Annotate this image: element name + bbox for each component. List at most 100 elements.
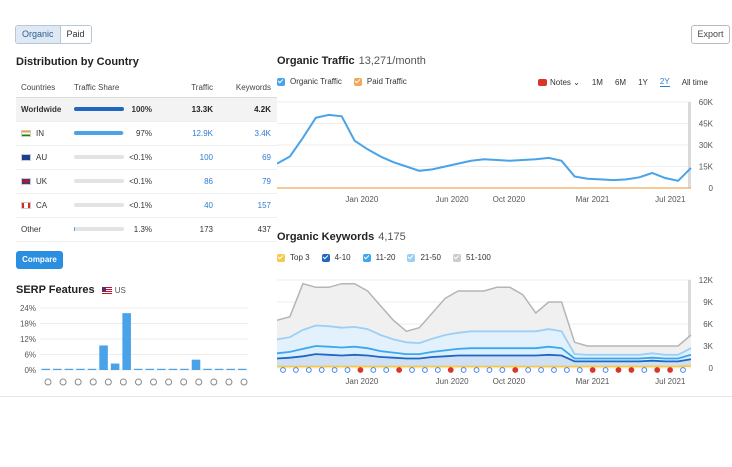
india-flag-icon bbox=[21, 129, 31, 137]
serp-bar bbox=[41, 368, 51, 370]
country-name: AU bbox=[36, 152, 48, 162]
traffic-value: 173 bbox=[161, 217, 219, 242]
y-tick-label: 15K bbox=[699, 163, 714, 172]
serp-region: US bbox=[114, 286, 126, 295]
legend-organic-traffic[interactable]: Organic Traffic bbox=[277, 77, 342, 86]
period-1y[interactable]: 1Y bbox=[638, 77, 648, 87]
x-tick-label: Jun 2020 bbox=[436, 195, 469, 204]
period-selector: Notes ⌄ 1M 6M 1Y 2Y All time bbox=[538, 77, 708, 87]
country-row: CA <0.1% 40 157 bbox=[16, 193, 277, 218]
google-update-icon bbox=[680, 367, 686, 373]
google-update-icon bbox=[538, 367, 544, 373]
export-button[interactable]: Export bbox=[691, 25, 730, 44]
keywords-value[interactable]: 3.4K bbox=[219, 121, 277, 146]
traffic-value[interactable]: 100 bbox=[161, 145, 219, 170]
checkbox-icon bbox=[277, 253, 285, 262]
country-name: CA bbox=[36, 200, 48, 210]
share-percent: 97% bbox=[135, 128, 152, 138]
period-1m[interactable]: 1M bbox=[591, 77, 603, 87]
legend-keywords-2[interactable]: 11-20 bbox=[362, 253, 395, 262]
y-tick-label: 12K bbox=[699, 276, 714, 285]
share-bar bbox=[74, 227, 124, 232]
share-percent: <0.1% bbox=[129, 176, 152, 186]
col-countries: Countries bbox=[16, 78, 74, 98]
us-flag-icon bbox=[101, 287, 112, 295]
share-bar bbox=[74, 203, 124, 208]
country-name: UK bbox=[36, 176, 48, 186]
google-update-icon bbox=[280, 367, 286, 373]
col-keywords: Keywords bbox=[219, 78, 277, 98]
y-tick-label: 60K bbox=[699, 98, 714, 107]
y-tick-label: 0% bbox=[24, 366, 36, 375]
y-tick-label: 0 bbox=[709, 184, 714, 193]
serp-bar bbox=[133, 368, 143, 370]
country-row: Other 1.3% 173 437 bbox=[16, 217, 277, 242]
google-update-icon bbox=[344, 367, 351, 373]
checkbox-icon bbox=[353, 77, 362, 86]
series-line-3 bbox=[277, 324, 692, 356]
organic-keywords-value: 4,175 bbox=[378, 231, 406, 243]
note-marker-icon bbox=[654, 367, 661, 373]
period-6m[interactable]: 6M bbox=[614, 77, 627, 87]
traffic-value[interactable]: 86 bbox=[161, 169, 219, 194]
google-update-icon bbox=[370, 367, 377, 373]
uk-flag-icon bbox=[21, 177, 31, 185]
note-marker-icon bbox=[512, 367, 519, 373]
notes-icon bbox=[538, 78, 547, 86]
keywords-value[interactable]: 69 bbox=[219, 145, 277, 170]
play-icon bbox=[150, 378, 158, 386]
traffic-value[interactable]: 40 bbox=[161, 193, 219, 218]
organic-traffic-value: 13,271/month bbox=[358, 55, 426, 67]
y-tick-label: 6K bbox=[703, 320, 713, 329]
period-2y[interactable]: 2Y bbox=[659, 77, 670, 87]
x-tick-label: Oct 2020 bbox=[493, 377, 526, 386]
legend-keywords-1[interactable]: 4-10 bbox=[321, 253, 351, 262]
legend-keywords-4[interactable]: 51-100 bbox=[452, 253, 491, 262]
dashboard-panel: Organic Paid Export Distribution by Coun… bbox=[0, 0, 732, 397]
share-bar-fill bbox=[74, 227, 75, 232]
y-tick-label: 18% bbox=[20, 320, 36, 329]
keywords-value[interactable]: 157 bbox=[219, 193, 277, 218]
google-update-icon bbox=[641, 367, 648, 373]
serp-title: SERP Features US bbox=[16, 284, 126, 296]
share-bar bbox=[74, 179, 124, 184]
country-row: AU <0.1% 100 69 bbox=[16, 145, 277, 170]
x-tick-label: Jan 2020 bbox=[345, 377, 378, 386]
paid-tab[interactable]: Paid bbox=[60, 26, 91, 43]
share-bar bbox=[74, 107, 124, 112]
organic-traffic-chart: 60K 45K 30K 15K 0 Jan 2020 Jun 2020 Oct 2020 Mar… bbox=[277, 98, 714, 204]
keywords-value[interactable]: 79 bbox=[219, 169, 277, 194]
notes-button[interactable]: Notes ⌄ bbox=[538, 78, 580, 87]
serp-bar bbox=[191, 359, 201, 370]
legend-keywords-0[interactable]: Top 3 bbox=[277, 253, 310, 262]
grid-icon bbox=[210, 378, 218, 386]
organic-tab[interactable]: Organic bbox=[16, 26, 61, 43]
share-percent: <0.1% bbox=[129, 200, 152, 210]
google-update-icon bbox=[305, 367, 312, 373]
legend-keywords-3[interactable]: 21-50 bbox=[407, 253, 441, 262]
y-tick-label: 30K bbox=[699, 141, 714, 150]
checkbox-icon bbox=[407, 253, 416, 262]
series-line-2 bbox=[277, 345, 692, 360]
country-name: Other bbox=[21, 224, 42, 234]
share-bar-fill bbox=[74, 107, 124, 112]
image-icon bbox=[195, 378, 203, 386]
pin-icon bbox=[59, 378, 67, 386]
google-update-icon bbox=[383, 367, 390, 373]
compare-button[interactable]: Compare bbox=[16, 251, 63, 269]
google-update-icon bbox=[486, 367, 493, 373]
serp-bar bbox=[214, 368, 224, 370]
country-name: Worldwide bbox=[21, 104, 62, 114]
traffic-value[interactable]: 12.9K bbox=[161, 121, 219, 146]
period-all-time[interactable]: All time bbox=[681, 77, 708, 87]
legend-paid-traffic[interactable]: Paid Traffic bbox=[353, 77, 407, 86]
series-line-4 bbox=[277, 282, 692, 347]
distribution-title: Distribution by Country bbox=[16, 56, 139, 68]
link-icon bbox=[104, 378, 112, 386]
keywords-value: 4.2K bbox=[219, 97, 277, 122]
keywords-legend: Top 3 4-10 11-20 21-50 51-100 bbox=[277, 253, 503, 262]
checkbox-icon bbox=[277, 77, 285, 86]
serp-bar bbox=[145, 368, 155, 370]
note-marker-icon bbox=[628, 367, 635, 373]
serp-bar bbox=[99, 345, 108, 370]
